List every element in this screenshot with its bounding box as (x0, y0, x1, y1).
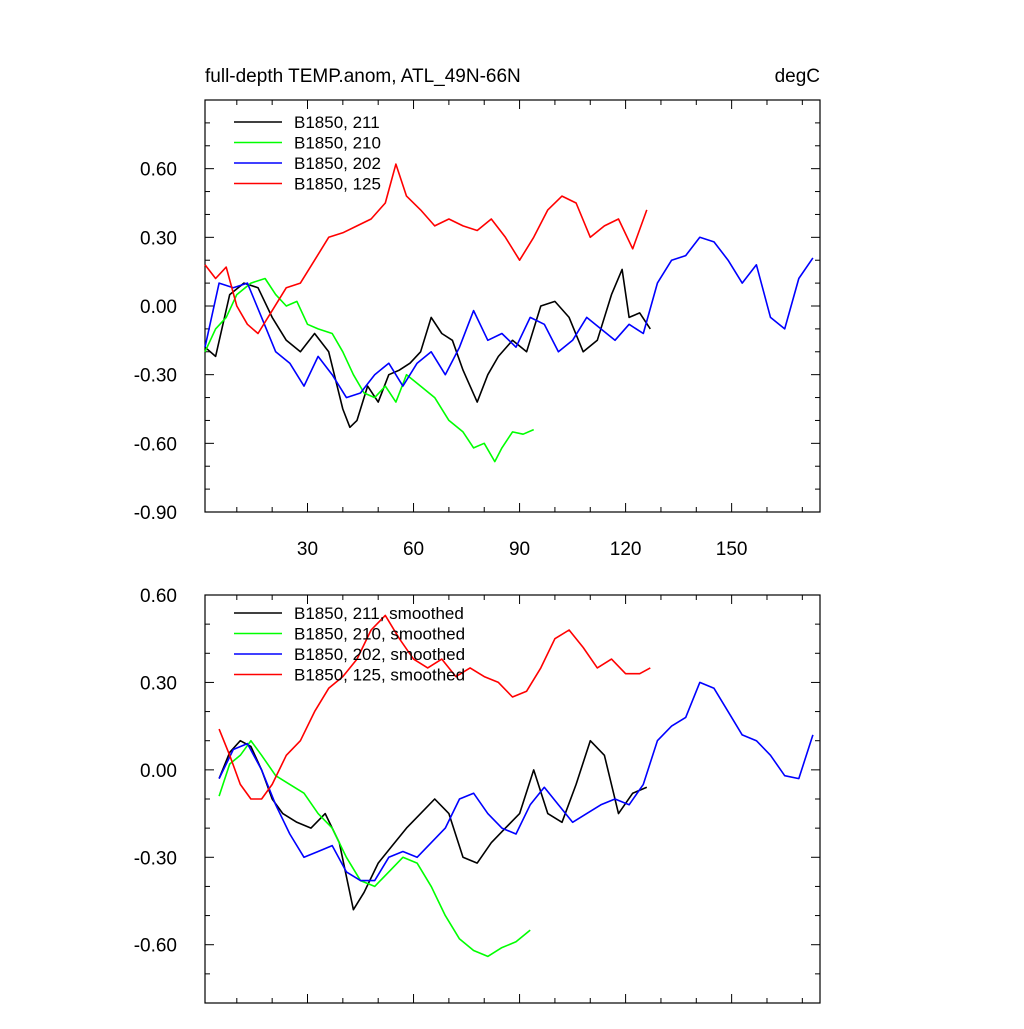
y-tick-label: 0.60 (140, 586, 177, 607)
legend-label: B1850, 125, smoothed (294, 666, 465, 685)
series-line-2 (218, 681, 814, 882)
series-line-2 (204, 236, 814, 399)
x-tick-label: 90 (509, 539, 530, 560)
legend-label: B1850, 211, smoothed (294, 604, 464, 623)
series-line-0 (204, 268, 651, 429)
series-line-3 (218, 614, 651, 800)
series-line-3 (204, 163, 648, 335)
y-tick-label: 0.30 (140, 673, 177, 694)
x-tick-label: 30 (297, 539, 318, 560)
y-tick-label: 0.60 (140, 160, 177, 181)
chart-title: full-depth TEMP.anom, ATL_49N-66N (205, 66, 521, 87)
panel-bottom: -0.60 -0.30 0.00 0.30 0.60 B1850, 211, smooth… (134, 586, 821, 1004)
panel-top: 30 60 90 120 150 -0.90 -0.60 -0.30 0.00 0.30 0.60 B… (134, 99, 821, 560)
y-tick-label: 0.00 (140, 297, 177, 318)
y-tick-label: -0.30 (134, 366, 177, 387)
x-tick-label: 60 (403, 539, 424, 560)
y-tick-label: -0.90 (134, 503, 177, 524)
series-line-0 (218, 739, 648, 911)
x-tick-label: 120 (610, 539, 642, 560)
legend-label: B1850, 125 (294, 175, 381, 194)
legend-label: B1850, 202, smoothed (294, 645, 465, 664)
legend-label: B1850, 202 (294, 154, 381, 173)
legend-label: B1850, 210, smoothed (294, 625, 465, 644)
y-tick-label: -0.60 (134, 434, 177, 455)
y-tick-label: 0.00 (140, 761, 177, 782)
legend-label: B1850, 211 (294, 113, 380, 132)
y-tick-label: 0.30 (140, 228, 177, 249)
y-tick-label: -0.30 (134, 848, 177, 869)
chart-units: degC (775, 66, 820, 87)
series-line-1 (204, 277, 535, 463)
x-tick-label: 150 (716, 539, 748, 560)
series-line-1 (218, 739, 531, 958)
legend-label: B1850, 210 (294, 134, 381, 153)
y-tick-label: -0.60 (134, 936, 177, 957)
